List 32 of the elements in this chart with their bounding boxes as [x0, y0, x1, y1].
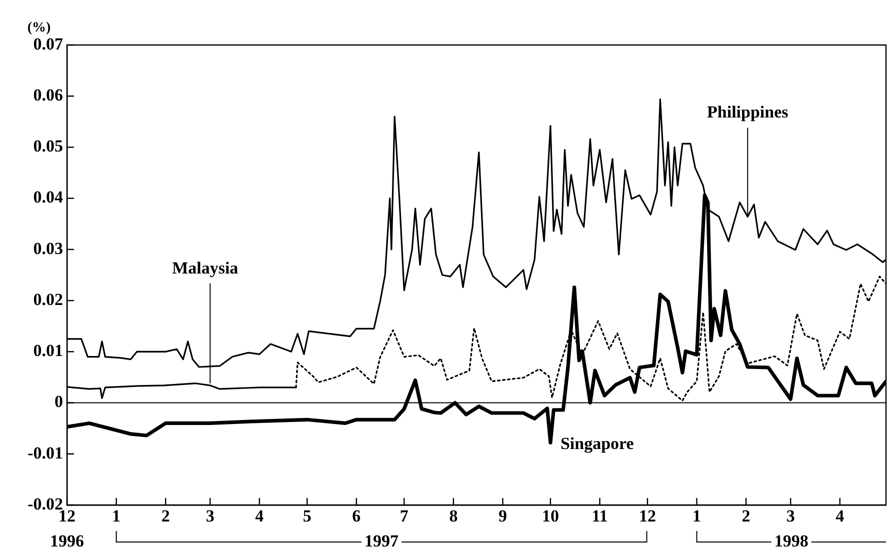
x-tick-label: 12	[638, 506, 656, 526]
x-tick-label: 3	[206, 506, 214, 526]
x-tick-label: 2	[742, 506, 750, 526]
x-tick-label: 4	[255, 506, 264, 526]
x-tick-label: 3	[786, 506, 795, 526]
text: 1998	[774, 531, 808, 550]
series-label: Philippines	[707, 102, 789, 122]
x-tick-label: 1	[112, 506, 121, 526]
y-tick-label: -0.01	[28, 443, 63, 462]
x-tick-label: 8	[449, 506, 458, 526]
series-label: Singapore	[560, 434, 634, 454]
x-tick-label: 7	[400, 506, 409, 526]
y-axis-title: (%)	[27, 20, 51, 36]
y-tick-label: 0	[54, 392, 63, 412]
y-tick-label: 0.06	[33, 86, 63, 104]
x-tick-label: 2	[161, 506, 170, 526]
x-tick-label: 6	[352, 506, 361, 526]
y-tick-label: 0.01	[33, 341, 63, 360]
text: Malaysia	[172, 258, 239, 278]
x-tick-label: 10	[542, 506, 559, 526]
y-tick-label: 0.04	[33, 188, 64, 207]
y-tick-label: 0.03	[33, 238, 63, 258]
y-tick-label: 0.07	[33, 34, 64, 54]
y-tick-label: 0.05	[33, 136, 63, 156]
y-tick-label: 0.02	[33, 290, 63, 309]
x-tick-label: 9	[498, 506, 507, 526]
text: 1996	[50, 531, 84, 550]
x-tick-label: 4	[836, 506, 845, 526]
text: 1997	[364, 531, 400, 550]
x-tick-label: 1	[692, 506, 702, 526]
x-tick-label: 5	[302, 506, 312, 526]
x-tick-label: 11	[592, 506, 608, 526]
